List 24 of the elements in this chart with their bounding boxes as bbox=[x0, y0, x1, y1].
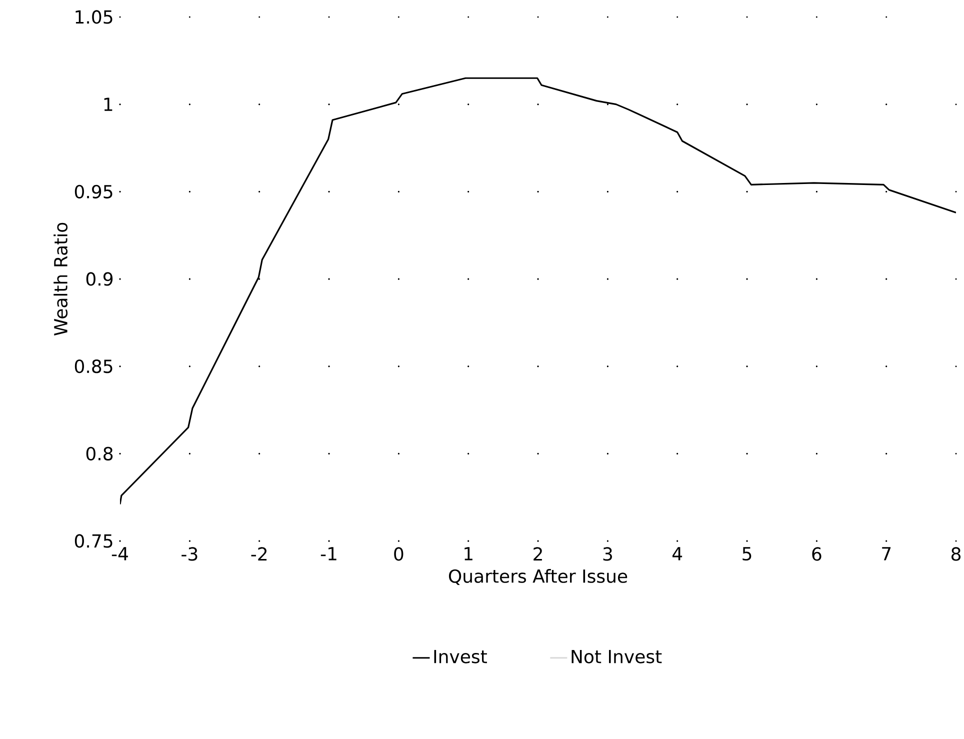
x-tick-label: -4 bbox=[112, 547, 128, 560]
x-tick-label: -2 bbox=[251, 547, 267, 561]
y-tick-label: 0.75 bbox=[74, 534, 112, 548]
legend-label: Invest bbox=[434, 650, 487, 664]
x-tick-label: 1 bbox=[464, 547, 472, 560]
x-tick-label: 0 bbox=[394, 547, 404, 561]
x-tick-label: 6 bbox=[812, 547, 822, 561]
x-tick-label: 2 bbox=[534, 547, 542, 561]
x-tick-label: 3 bbox=[603, 547, 612, 561]
x-tick-label: -1 bbox=[320, 547, 336, 560]
x-tick-label: 4 bbox=[672, 547, 682, 560]
x-tick-label: 7 bbox=[882, 547, 891, 560]
y-tick-label: 1 bbox=[104, 98, 112, 111]
y-tick-label: 0.9 bbox=[86, 272, 113, 286]
x-tick-label: 5 bbox=[742, 547, 752, 561]
y-tick-label: 0.95 bbox=[74, 184, 112, 198]
x-axis-title: Quarters After Issue bbox=[448, 569, 628, 585]
legend-label: Not Invest bbox=[572, 650, 662, 664]
y-tick-label: 1.05 bbox=[76, 10, 112, 24]
x-tick-label: -3 bbox=[182, 547, 198, 561]
x-tick-label: 8 bbox=[952, 547, 961, 561]
y-tick-label: 0.8 bbox=[86, 446, 113, 460]
y-tick-label: 0.85 bbox=[74, 360, 112, 374]
y-axis-title: Wealth Ratio bbox=[54, 222, 68, 336]
